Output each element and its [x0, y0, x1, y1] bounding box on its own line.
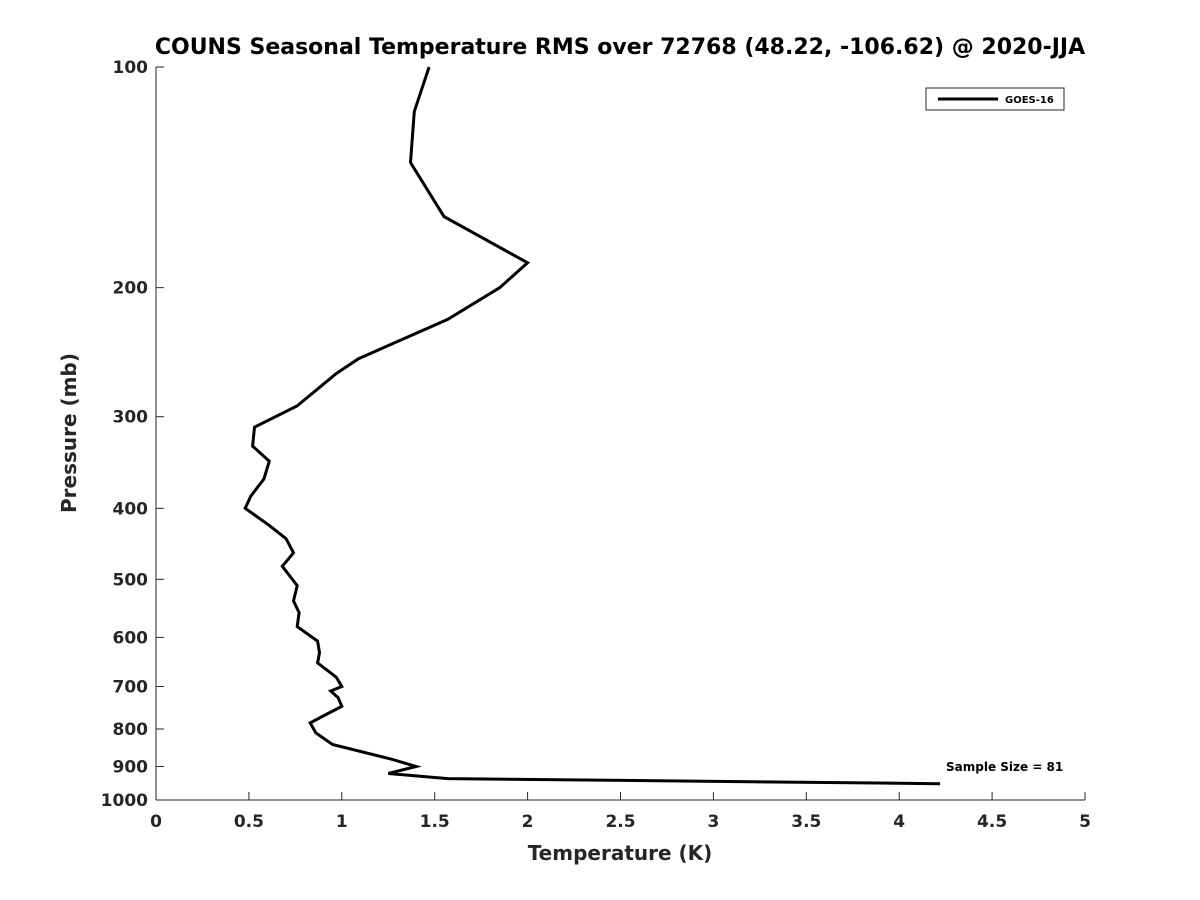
y-tick-label: 600: [113, 628, 149, 648]
chart-title: COUNS Seasonal Temperature RMS over 7276…: [155, 35, 1085, 60]
y-tick-label: 500: [113, 570, 149, 590]
x-ticks: 0 0.5 1 1.5 2 2.5 3 3.5 4 4.5 5: [150, 792, 1091, 832]
x-tick-label: 3: [707, 812, 719, 832]
x-tick-label: 0: [150, 812, 162, 832]
legend: GOES-16: [925, 87, 1065, 111]
y-ticks: 100 200 300 400 500 600 700 800 900 1000: [101, 58, 164, 811]
x-tick-label: 4: [893, 812, 905, 832]
y-tick-label: 900: [113, 757, 149, 777]
x-tick-label: 4.5: [977, 812, 1007, 832]
x-tick-label: 0.5: [234, 812, 264, 832]
y-tick-label: 400: [113, 499, 149, 519]
y-tick-label: 300: [113, 408, 149, 428]
legend-label-goes-16: GOES-16: [1005, 95, 1054, 106]
y-tick-label: 200: [113, 279, 149, 299]
x-axis-label: Temperature (K): [528, 841, 713, 865]
x-tick-label: 2: [522, 812, 534, 832]
x-tick-label: 1.5: [420, 812, 450, 832]
sample-size-annotation: Sample Size = 81: [946, 760, 1063, 774]
x-tick-label: 2.5: [605, 812, 635, 832]
x-tick-label: 1: [336, 812, 348, 832]
y-tick-label: 100: [113, 58, 149, 78]
series-layer: [243, 66, 941, 786]
x-tick-label: 3.5: [791, 812, 821, 832]
y-tick-label: 1000: [101, 791, 148, 811]
x-tick-label: 5: [1079, 812, 1091, 832]
y-tick-label: 800: [113, 720, 149, 740]
y-tick-label: 700: [113, 677, 149, 697]
y-axis-label: Pressure (mb): [57, 353, 81, 513]
series-line-goes-16: [243, 66, 941, 786]
